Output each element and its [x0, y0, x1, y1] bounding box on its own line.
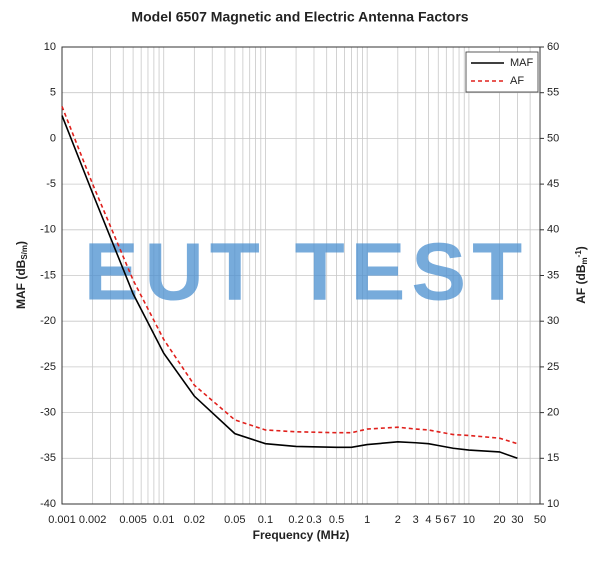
y-tick-label: -20 — [40, 315, 56, 327]
y2-tick-label: 45 — [547, 178, 559, 190]
x-tick-label: 30 — [511, 514, 523, 526]
x-tick-label: 10 — [463, 514, 475, 526]
x-tick-label: 3 — [413, 514, 419, 526]
y-tick-label: -10 — [40, 224, 56, 236]
series-line — [61, 106, 518, 445]
y-tick-label: -25 — [40, 361, 56, 373]
x-tick-label: 0.005 — [119, 514, 147, 526]
y-label-sub: S/m — [20, 245, 29, 260]
y2-tick-label: 25 — [547, 361, 559, 373]
x-tick-label: 0.1 — [258, 514, 273, 526]
y-label-text: MAF (dB — [14, 259, 28, 309]
x-tick-label: 2 — [395, 514, 401, 526]
x-tick-label: 0.001 — [48, 514, 76, 526]
y-tick-label: 5 — [50, 87, 56, 99]
y-tick-label: 10 — [44, 41, 56, 53]
y-tick-label: 0 — [50, 132, 56, 144]
x-tick-label: 0.002 — [79, 514, 107, 526]
y2-tick-label: 15 — [547, 452, 559, 464]
y-axis-label: MAF (dBS/m) — [14, 241, 29, 309]
x-tick-label: 0.02 — [184, 514, 205, 526]
y2-tick-label: 60 — [547, 41, 559, 53]
y-tick-label: -35 — [40, 452, 56, 464]
x-tick-label: 1 — [364, 514, 370, 526]
y2-label-sub: m — [580, 257, 589, 264]
x-tick-label: 0.05 — [224, 514, 245, 526]
y-tick-label: -30 — [40, 407, 56, 419]
x-tick-label: 0.5 — [329, 514, 344, 526]
x-tick-label: 0.2 — [288, 514, 303, 526]
legend-label: AF — [510, 75, 524, 87]
plot-frame — [61, 46, 541, 505]
y2-tick-label: 35 — [547, 269, 559, 281]
y2-tick-label: 10 — [547, 498, 559, 510]
chart-title: Model 6507 Magnetic and Electric Antenna… — [131, 9, 468, 25]
y2-tick-label: 30 — [547, 315, 559, 327]
series-line — [61, 115, 518, 460]
x-tick-label: 20 — [493, 514, 505, 526]
x-tick-label: 5 — [435, 514, 441, 526]
y-tick-label: -15 — [40, 269, 56, 281]
y2-axis-label: AF (dBm-1) — [574, 246, 589, 304]
y2-label-sup: -1 — [574, 250, 583, 258]
x-tick-label: 0.3 — [306, 514, 321, 526]
x-tick-label: 4 — [425, 514, 431, 526]
y2-tick-label: 55 — [547, 87, 559, 99]
x-tick-label: 0.01 — [153, 514, 174, 526]
y2-label-text: AF (dB — [574, 264, 588, 304]
x-axis-label: Frequency (MHz) — [253, 528, 350, 542]
legend-label: MAF — [510, 57, 534, 69]
y2-tick-label: 40 — [547, 224, 559, 236]
y-tick-label: -40 — [40, 498, 56, 510]
x-tick-label: 6 — [443, 514, 449, 526]
y2-label-text: ) — [574, 246, 588, 250]
legend-box — [465, 51, 539, 93]
y2-tick-label: 50 — [547, 132, 559, 144]
watermark: EUT TEST — [84, 227, 528, 318]
y-label-text: ) — [14, 241, 28, 245]
y-tick-label: -5 — [46, 178, 56, 190]
x-tick-label: 50 — [534, 514, 546, 526]
y2-tick-label: 20 — [547, 407, 559, 419]
x-tick-label: 7 — [450, 514, 456, 526]
